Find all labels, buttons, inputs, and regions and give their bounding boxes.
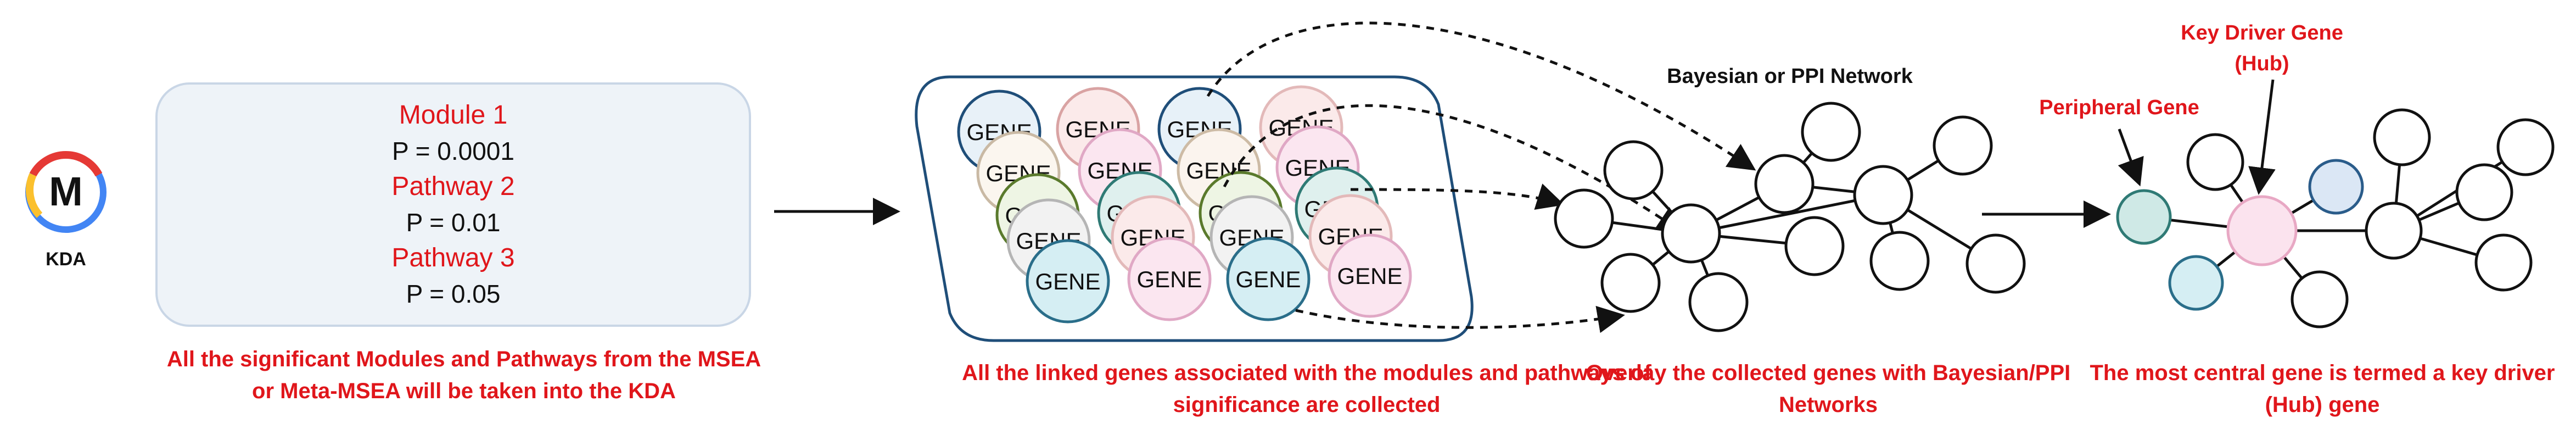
network-node [1688,272,1749,332]
network-node [2373,108,2431,166]
module-name: Pathway 2 [391,171,515,201]
network-node [1603,140,1664,200]
logo-letter: M [49,169,83,214]
network-node [2496,118,2555,176]
network-node [1554,188,1614,249]
network-node [1600,253,1661,313]
dashed-arrow-upper [1223,104,1685,234]
kda-logo-icon: M [25,151,107,233]
dashed-links [1206,21,1756,333]
key-driver-label-line1: Key Driver Gene [2181,21,2343,44]
caption-step-1: All the significant Modules and Pathways… [166,347,761,403]
peripheral-pointer-arrow [2118,129,2144,187]
peripheral-gene-node [2308,159,2364,215]
network-node [1965,233,2026,294]
peripheral-gene-label: Peripheral Gene [2039,96,2199,119]
network-node [2474,233,2533,292]
gene-bubble: GENE [1026,239,1110,324]
dashed-arrow-middle [1350,183,1565,210]
key-driver-label-line2: (Hub) [2235,52,2289,75]
gene-label: GENE [1337,263,1402,289]
caption-step-3: Overlay the collected genes with Bayesia… [1586,361,2071,417]
key-driver-pointer-arrow [2248,79,2276,195]
module-pvalue: P = 0.05 [406,279,501,308]
network-node [1869,231,1930,291]
network-node [1754,154,1815,214]
network-node [1784,216,1845,276]
network-node [2186,133,2244,191]
dashed-arrow-bottom [1295,305,1625,333]
gene-bubble: GENE [1127,237,1212,321]
dashed-arrow-top [1206,21,1756,171]
module-pvalue: P = 0.0001 [392,136,514,165]
network-node [2455,163,2513,221]
kda-label: KDA [46,249,86,270]
gene-label: GENE [1235,266,1301,292]
hub-network [2116,108,2555,328]
peripheral-gene-node [2168,255,2224,311]
network-edge [1690,193,1884,235]
network-node [1801,102,1861,162]
network-node [1853,165,1913,225]
key-driver-label: Key Driver Gene (Hub) [2130,18,2394,79]
caption-step-4: The most central gene is termed a key dr… [2090,361,2555,417]
hub-gene-node [2226,195,2298,266]
module-name: Pathway 3 [391,243,515,272]
network-node [2365,202,2423,260]
gene-label: GENE [1035,269,1100,294]
peripheral-gene-node [2116,189,2172,245]
bayesian-ppi-network [1554,102,2026,332]
network-label: Bayesian or PPI Network [1667,65,1913,88]
gene-bubble: GENE [1226,237,1311,321]
module-list-box: Module 1 P = 0.0001 Pathway 2 P = 0.01 P… [155,82,751,327]
network-node [1661,203,1721,264]
network-node [1933,115,1993,176]
caption-step-2: All the linked genes associated with the… [962,361,1651,417]
network-node [2291,270,2349,328]
module-name: Module 1 [399,100,508,130]
module-pvalue: P = 0.01 [406,208,501,237]
gene-bubble: GENE [1328,233,1412,318]
gene-label: GENE [1136,266,1202,292]
